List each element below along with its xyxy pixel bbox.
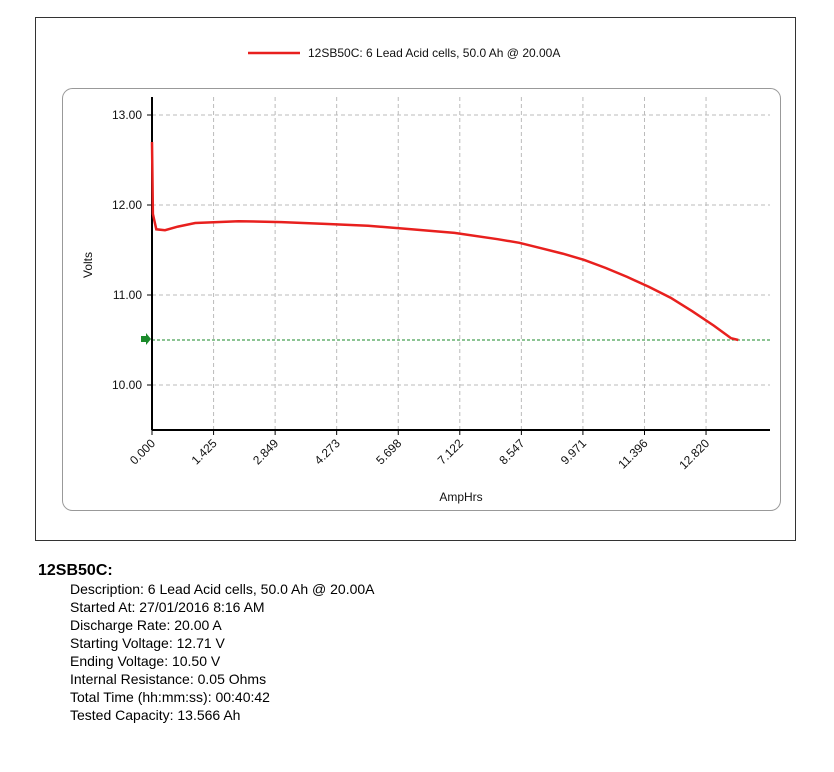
series-line [150,141,739,342]
y-tick-label: 12.00 [112,198,142,212]
y-tick-label: 13.00 [112,108,142,122]
report-line: Tested Capacity: 13.566 Ah [70,707,241,723]
report-line: Description: 6 Lead Acid cells, 50.0 Ah … [70,581,375,597]
y-tick-label: 11.00 [113,288,142,302]
plot-frame [62,88,781,511]
y-axis-label: Volts [81,252,95,278]
report-line: Internal Resistance: 0.05 Ohms [70,671,267,687]
cutoff-arrow [141,333,151,345]
report-line: Discharge Rate: 20.00 A [70,617,222,633]
report-line: Total Time (hh:mm:ss): 00:40:42 [70,689,270,705]
legend-label: 12SB50C: 6 Lead Acid cells, 50.0 Ah @ 20… [308,46,560,60]
report: 12SB50C: Description: 6 Lead Acid cells,… [38,562,375,724]
report-line: Ending Voltage: 10.50 V [70,653,221,669]
report-line: Started At: 27/01/2016 8:16 AM [70,599,265,615]
x-axis-label: AmpHrs [439,490,482,504]
report-line: Starting Voltage: 12.71 V [70,635,225,651]
y-tick-label: 10.00 [112,378,142,392]
report-title: 12SB50C: [38,562,113,579]
